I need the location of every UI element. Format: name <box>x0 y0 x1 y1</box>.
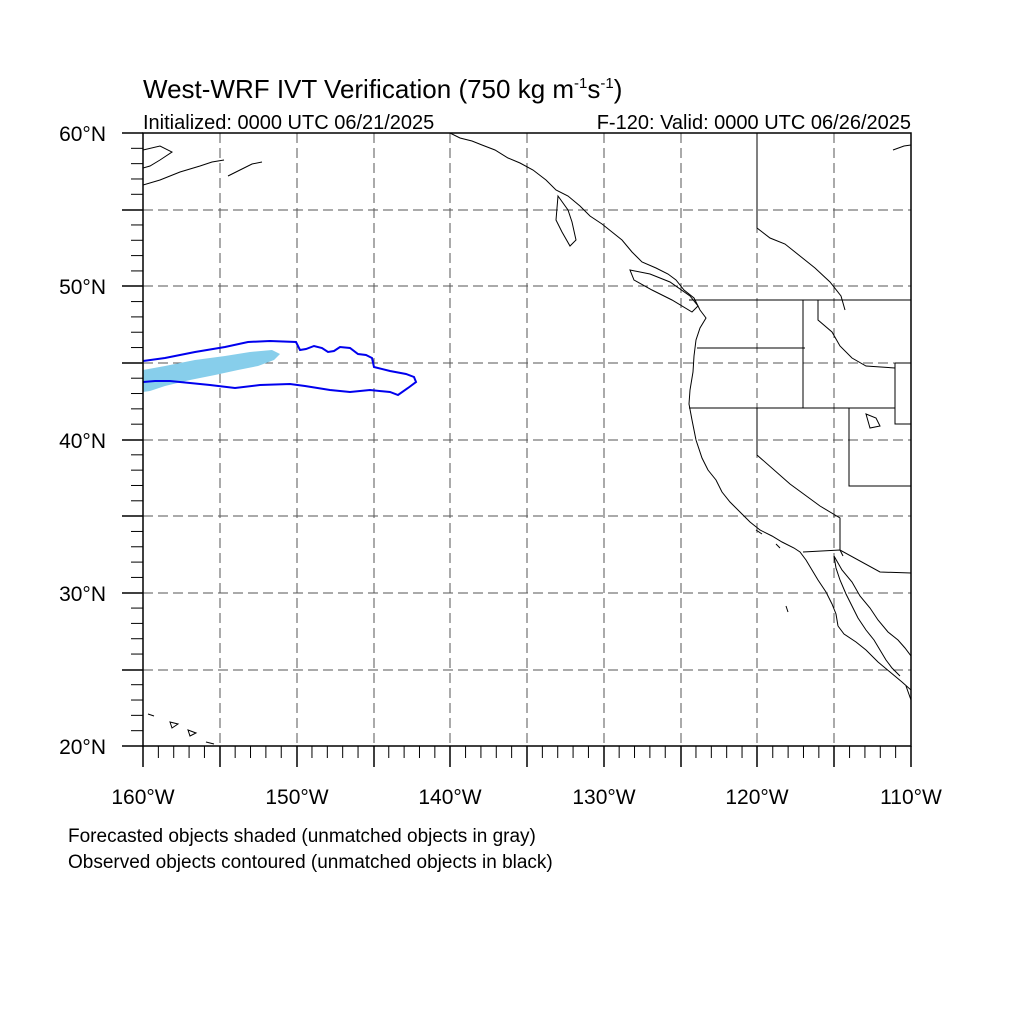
lon-label-110w: 110°W <box>880 786 942 809</box>
observed-caption: Observed objects contoured (unmatched ob… <box>68 852 553 873</box>
valid-time-label: F-120: Valid: 0000 UTC 06/26/2025 <box>597 112 911 134</box>
minor-ticks <box>131 147 897 758</box>
lat-label-50: 50°N <box>59 276 106 299</box>
major-ticks <box>122 132 912 767</box>
lon-label-120w: 120°W <box>725 786 788 809</box>
lat-label-30: 30°N <box>59 583 106 606</box>
lon-label-140w: 140°W <box>418 786 481 809</box>
forecast-caption: Forecasted objects shaded (unmatched obj… <box>68 826 536 847</box>
lon-label-130w: 130°W <box>572 786 635 809</box>
lat-label-20: 20°N <box>59 736 106 759</box>
lon-label-150w: 150°W <box>265 786 328 809</box>
lat-label-40: 40°N <box>59 430 106 453</box>
political-boundaries <box>689 133 911 574</box>
graticule <box>143 133 911 746</box>
observed-ivt-contour <box>143 339 418 397</box>
plot-title: West-WRF IVT Verification (750 kg m-1s-1… <box>143 74 622 104</box>
longitude-labels: 160°W 150°W 140°W 130°W 120°W 110°W <box>111 786 942 809</box>
latitude-labels: 60°N 50°N 40°N 30°N 20°N <box>59 123 106 759</box>
init-time-label: Initialized: 0000 UTC 06/21/2025 <box>143 112 434 134</box>
coastlines <box>143 133 911 745</box>
lat-label-60: 60°N <box>59 123 106 146</box>
lon-label-160w: 160°W <box>111 786 174 809</box>
